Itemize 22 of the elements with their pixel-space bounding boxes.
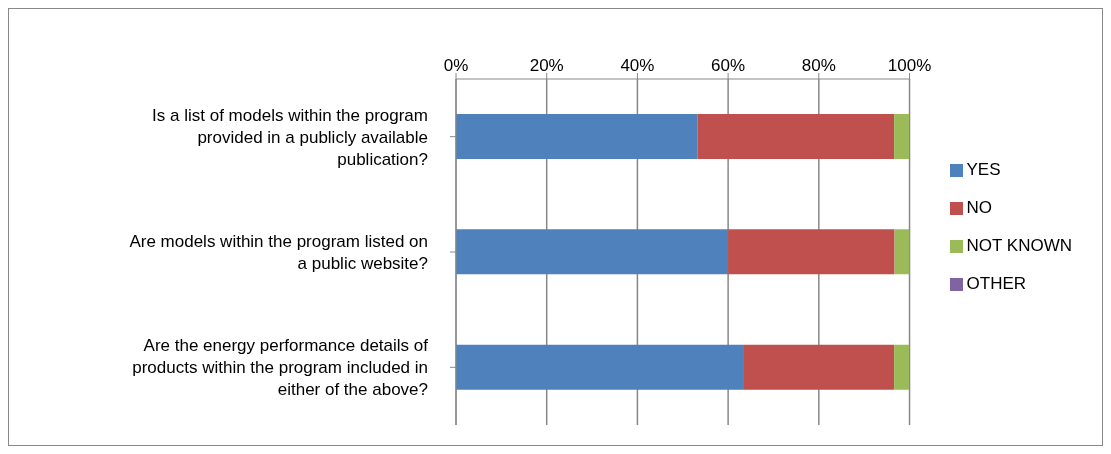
bar xyxy=(456,344,744,390)
legend-label: OTHER xyxy=(966,274,1027,293)
bar xyxy=(697,114,895,159)
y-tick-label: Are models within the program listed on a public website? xyxy=(129,231,428,273)
bar xyxy=(894,229,910,275)
bar xyxy=(456,229,729,275)
bar xyxy=(456,114,698,159)
y-tick-label: Is a list of models within the program provided in a publicly available publication? xyxy=(152,105,428,169)
x-tick-label: 60% xyxy=(711,56,746,75)
bar xyxy=(894,344,910,390)
legend-label: YES xyxy=(966,160,1001,179)
bar xyxy=(728,229,895,275)
legend-label: NO xyxy=(966,198,993,217)
x-tick-label: 0% xyxy=(443,56,469,75)
x-tick-label: 40% xyxy=(620,56,655,75)
bar xyxy=(894,114,910,159)
bar xyxy=(743,344,895,390)
x-tick-label: 100% xyxy=(887,56,932,75)
y-tick-label: Are the energy performance details of products within the program included in either of the above? xyxy=(132,336,429,400)
legend-label: NOT KNOWN xyxy=(966,236,1072,255)
x-tick-label: 80% xyxy=(801,56,836,75)
x-tick-label: 20% xyxy=(529,56,564,75)
